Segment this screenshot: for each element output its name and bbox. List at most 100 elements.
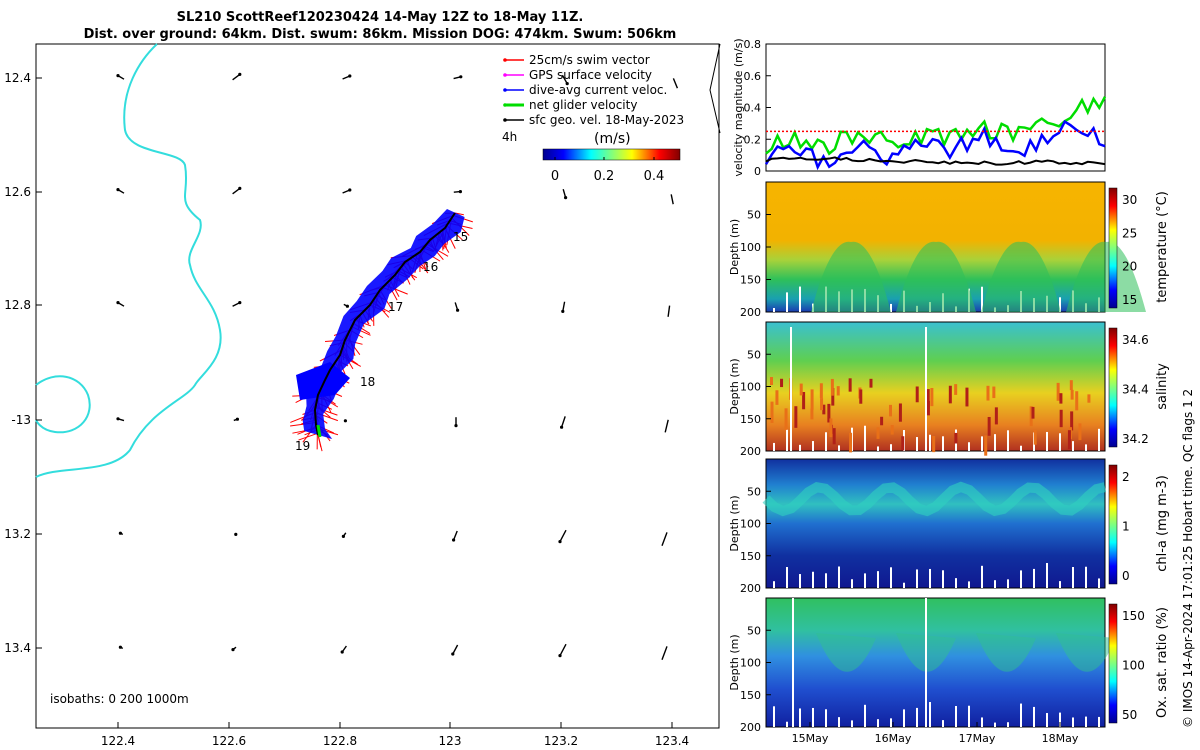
depth-tick-label: 150 [740, 689, 761, 702]
map-ytick-label: 13.2 [4, 527, 31, 541]
velocity-ylabel: velocity magnitude (m/s) [732, 38, 745, 176]
salinity-cell [869, 378, 873, 388]
salinity-cell [832, 428, 836, 445]
salinity-cell [770, 401, 774, 424]
colorbar-tick-label: 0.4 [644, 169, 665, 184]
surface-vector-head [341, 534, 345, 539]
surface-vector-head [238, 301, 242, 305]
salinity-cell [992, 386, 996, 399]
salinity-cell [849, 432, 853, 453]
date-tick-label: 16May [875, 732, 912, 745]
salinity-cell [831, 388, 835, 406]
map-xtick-label: 122.6 [212, 734, 246, 748]
depth-tick-label: 50 [747, 624, 761, 637]
surface-vector-head [238, 186, 242, 190]
salinity-cell [890, 425, 894, 435]
surface-vector-head [340, 650, 344, 654]
isobath-note: isobaths: 0 200 1000m [50, 692, 189, 706]
colorbar-tick-label: 150 [1122, 609, 1145, 623]
surface-vector [667, 305, 671, 317]
colorbar-tick-label: 20 [1122, 260, 1137, 274]
isobath-loop [35, 375, 91, 434]
velocity-ytick-label: 0.6 [744, 70, 762, 83]
colorbar-title: (m/s) [594, 131, 631, 147]
colorbar-tick-label: 30 [1122, 193, 1137, 207]
salinity-cell [827, 403, 831, 423]
surface-vector-head [456, 308, 460, 312]
surface-vector-head [452, 538, 456, 542]
legend-marker [503, 103, 507, 107]
salinity-cell [822, 404, 826, 415]
depth-tick-label: 150 [740, 550, 761, 563]
salinity-cell [799, 383, 803, 396]
salinity-cell [932, 435, 936, 453]
surface-vector-head [454, 424, 458, 428]
salinity-cell [1031, 406, 1035, 419]
colorbar-tick-label: 1 [1122, 520, 1130, 534]
salinity-cell [930, 387, 934, 407]
velocity-panel-frame [765, 43, 1106, 172]
surface-vector-head [118, 645, 122, 649]
map-xtick-label: 123.2 [544, 734, 578, 748]
surface-vector-head [558, 654, 562, 658]
legend-label: dive-avg current veloc. [529, 83, 667, 97]
colorbar-tick-label: 0 [1122, 569, 1130, 583]
velocity-ytick-label: 0.2 [744, 133, 762, 146]
salinity-cell [994, 407, 998, 425]
surface-vector [661, 646, 668, 660]
depth-ylabel: Depth (m) [728, 358, 741, 414]
isotherm-wave [1066, 241, 1146, 312]
oxygen-wave [1056, 633, 1116, 672]
salinity-cell [819, 383, 823, 399]
current-vector-band [296, 362, 350, 400]
surface-vector-head [234, 532, 238, 537]
colorbar-tick-label: 0.2 [594, 169, 615, 184]
profile-colorbar [1108, 603, 1118, 724]
salinity-cell [954, 432, 958, 444]
chl-max-band [762, 481, 1107, 517]
colorbar-tick-label: 50 [1122, 708, 1137, 722]
salinity-cell [987, 416, 991, 436]
legend-label: GPS surface velocity [529, 68, 652, 82]
legend-marker [503, 118, 507, 122]
profile-colorbar [1108, 327, 1118, 448]
colorbar-tick-label: 34.4 [1122, 383, 1149, 397]
day-label: 18 [360, 375, 375, 389]
colorbar-tick-label: 34.6 [1122, 333, 1149, 347]
legend-marker [503, 88, 507, 92]
profile-panel-2 [765, 321, 1106, 452]
salinity-cell [1059, 393, 1063, 404]
profile-panel-3 [765, 458, 1106, 589]
day-label: 17 [388, 300, 403, 314]
colorbar-tick-label: 2 [1122, 470, 1130, 484]
colorbar-tick-label: 25 [1122, 226, 1137, 240]
surface-vector [560, 416, 566, 428]
salinity-cell [948, 385, 952, 404]
salinity-cell [1070, 389, 1074, 400]
net-glider-velocity [316, 424, 322, 438]
salinity-cell [1029, 406, 1033, 427]
depth-tick-label: 200 [740, 306, 761, 319]
salinity-cell [784, 408, 788, 430]
salinity-cell [859, 389, 863, 404]
colorbar-tick-label: 34.2 [1122, 432, 1149, 446]
map-ytick-label: 12.4 [4, 71, 31, 85]
salinity-cell [836, 386, 840, 396]
map-xtick-label: 122.8 [323, 734, 357, 748]
colorbar-label: chl-a (mg m-3) [1155, 475, 1170, 572]
map-ytick-label: 12.8 [4, 298, 31, 312]
map-xtick-label: 123 [439, 734, 462, 748]
salinity-cell [1070, 411, 1074, 431]
surface-vector-head [343, 419, 347, 423]
salinity-cell [888, 404, 892, 417]
velocity-series [765, 156, 1106, 166]
zoom-bracket [709, 43, 721, 134]
legend-label: sfc geo. vel. 18-May-2023 [529, 113, 684, 127]
isotherm-wave [896, 241, 976, 312]
colorbar-label: Ox. sat. ratio (%) [1155, 607, 1170, 718]
surface-vector-head [238, 72, 242, 76]
map-xtick-label: 122.4 [101, 734, 135, 748]
salinity-cell [965, 387, 969, 407]
